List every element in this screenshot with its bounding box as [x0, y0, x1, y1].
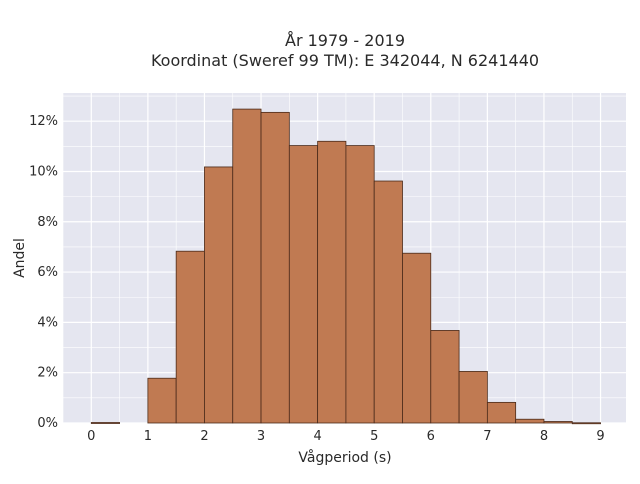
histogram-bar — [204, 166, 234, 424]
histogram-bar — [288, 145, 319, 424]
x-tick-label: 7 — [483, 429, 491, 444]
chart-title-line-2: Koordinat (Sweref 99 TM): E 342044, N 62… — [151, 51, 539, 70]
histogram-bar — [90, 422, 120, 424]
x-tick-label: 5 — [370, 429, 378, 444]
bars — [90, 108, 601, 425]
histogram-bar — [402, 252, 432, 424]
x-axis-label: Vågperiod (s) — [298, 449, 391, 466]
histogram-bar — [458, 371, 488, 424]
x-tick-label: 0 — [87, 429, 95, 444]
x-tick-label: 6 — [427, 429, 435, 444]
y-tick-label: 12% — [29, 114, 58, 129]
histogram-bar — [175, 250, 205, 424]
x-tick-label: 2 — [200, 429, 208, 444]
chart-title-line-1: År 1979 - 2019 — [285, 31, 405, 50]
y-tick-labels: 0% 2% 4% 6% 8% 10% 12% — [29, 114, 58, 431]
histogram-bar — [373, 180, 403, 424]
histogram-bar — [317, 140, 347, 424]
histogram-bar — [486, 401, 517, 424]
x-tick-label: 9 — [596, 429, 604, 444]
y-tick-label: 8% — [37, 215, 58, 230]
x-tick-label: 8 — [540, 429, 548, 444]
histogram-bar — [232, 108, 262, 424]
histogram-bar — [430, 330, 460, 424]
histogram-bar — [345, 145, 375, 424]
x-tick-labels: 0 1 2 3 4 5 6 7 8 9 — [87, 429, 605, 444]
x-tick-label: 3 — [257, 429, 265, 444]
y-tick-label: 10% — [29, 164, 58, 179]
histogram-bar — [147, 377, 177, 424]
histogram-bar — [571, 422, 601, 425]
histogram-bar — [515, 418, 545, 424]
histogram-bar — [260, 111, 290, 424]
y-tick-label: 0% — [37, 416, 58, 431]
y-tick-label: 2% — [37, 366, 58, 381]
y-tick-label: 4% — [37, 315, 58, 330]
histogram-bar — [543, 421, 573, 424]
y-axis-label: Andel — [12, 238, 28, 278]
x-tick-label: 4 — [313, 429, 321, 444]
y-tick-label: 6% — [37, 265, 58, 280]
x-tick-label: 1 — [144, 429, 152, 444]
